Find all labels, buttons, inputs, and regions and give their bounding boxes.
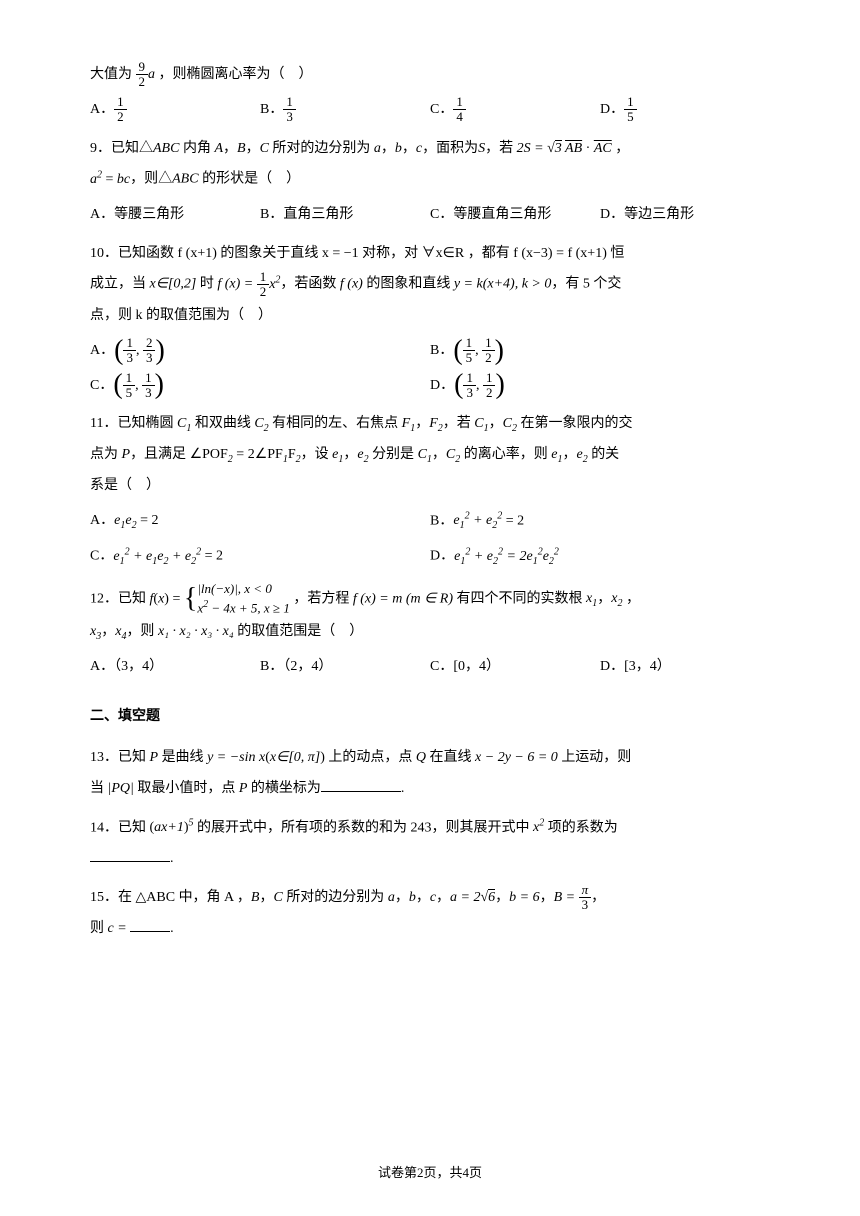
q11-line1: 11．已知椭圆 C1 和双曲线 C2 有相同的左、右焦点 F1，F2，若 C1，… xyxy=(90,409,770,440)
q10-opt-c: C．(15, 13) xyxy=(90,371,430,402)
q12-line1: 12．已知 f(x) = {|ln(−x)|, x < 0x2 − 4x + 5… xyxy=(90,581,770,617)
q12-options: A．（3，4） B．（2，4） C．[0，4） D．[3，4） xyxy=(90,652,770,683)
question-14: 14．已知 (ax+1)5 的展开式中，所有项的系数的和为 243，则其展开式中… xyxy=(90,813,770,875)
q9-opt-c: C．等腰直角三角形 xyxy=(430,200,600,231)
q11-line2: 点为 P，且满足 ∠POF2 = 2∠PF1F2，设 e1，e2 分别是 C1，… xyxy=(90,440,770,471)
q14-line1: 14．已知 (ax+1)5 的展开式中，所有项的系数的和为 243，则其展开式中… xyxy=(90,813,770,844)
q8-opt-c: C．14 xyxy=(430,95,600,126)
q12-opt-a: A．（3，4） xyxy=(90,652,260,683)
question-15: 15．在 △ABC 中，角 A ，B，C 所对的边分别为 a，b，c，a = 2… xyxy=(90,883,770,945)
q9-opt-a: A．等腰三角形 xyxy=(90,200,260,231)
q8-opt-b: B．13 xyxy=(260,95,430,126)
q11-opt-a: A．e1e2 = 2 xyxy=(90,506,430,537)
question-10: 10．已知函数 f (x+1) 的图象关于直线 x = −1 对称，对 ∀x∈R… xyxy=(90,239,770,402)
q9-options: A．等腰三角形 B．直角三角形 C．等腰直角三角形 D．等边三角形 xyxy=(90,200,770,231)
q11-options-row1: A．e1e2 = 2 B．e12 + e22 = 2 xyxy=(90,506,770,537)
q11-opt-b: B．e12 + e22 = 2 xyxy=(430,506,770,537)
q12-opt-c: C．[0，4） xyxy=(430,652,600,683)
q13-line1: 13．已知 P 是曲线 y = −sin x(x∈[0, π]) 上的动点，点 … xyxy=(90,743,770,774)
question-12: 12．已知 f(x) = {|ln(−x)|, x < 0x2 − 4x + 5… xyxy=(90,581,770,683)
page-footer: 试卷第2页，共4页 xyxy=(0,1159,860,1188)
q10-line3: 点，则 k 的取值范围为（ ） xyxy=(90,301,770,332)
q11-opt-c: C．e12 + e1e2 + e22 = 2 xyxy=(90,541,430,572)
section-2-header: 二、填空题 xyxy=(90,702,770,733)
question-9: 9．已知△ABC 内角 A，B，C 所对的边分别为 a，b，c，面积为S，若 2… xyxy=(90,134,770,231)
q13-blank xyxy=(321,778,401,792)
q10-opt-b: B．(15, 12) xyxy=(430,336,770,367)
q10-options-row1: A．(13, 23) B．(15, 12) xyxy=(90,336,770,367)
q10-options-row2: C．(15, 13) D．(13, 12) xyxy=(90,371,770,402)
q12-opt-b: B．（2，4） xyxy=(260,652,430,683)
q8-stem: 大值为 92a ，则椭圆离心率为（ ） xyxy=(90,60,770,91)
q11-line3: 系是（ ） xyxy=(90,471,770,502)
q8-opt-d: D．15 xyxy=(600,95,770,126)
q9-opt-d: D．等边三角形 xyxy=(600,200,770,231)
q10-opt-a: A．(13, 23) xyxy=(90,336,430,367)
q9-line2: a2 = bc，则△ABC 的形状是（ ） xyxy=(90,164,770,195)
q12-opt-d: D．[3，4） xyxy=(600,652,770,683)
q9-opt-b: B．直角三角形 xyxy=(260,200,430,231)
q10-line1: 10．已知函数 f (x+1) 的图象关于直线 x = −1 对称，对 ∀x∈R… xyxy=(90,239,770,270)
q11-opt-d: D．e12 + e22 = 2e12e22 xyxy=(430,541,770,572)
q14-blank xyxy=(90,848,170,862)
question-8-continued: 大值为 92a ，则椭圆离心率为（ ） A．12 B．13 C．14 D．15 xyxy=(90,60,770,126)
frac-9-2: 92 xyxy=(136,60,149,90)
q10-line2: 成立，当 x∈[0,2] 时 f (x) = 12x2，若函数 f (x) 的图… xyxy=(90,269,770,300)
q13-line2: 当 |PQ| 取最小值时，点 P 的横坐标为. xyxy=(90,774,770,805)
q12-line2: x3，x4，则 x₁ · x₂ · x₃ · x₄ 的取值范围是（ ） xyxy=(90,617,770,648)
q15-line2: 则 c = . xyxy=(90,914,770,945)
question-13: 13．已知 P 是曲线 y = −sin x(x∈[0, π]) 上的动点，点 … xyxy=(90,743,770,805)
q14-line2: . xyxy=(90,844,770,875)
q9-line1: 9．已知△ABC 内角 A，B，C 所对的边分别为 a，b，c，面积为S，若 2… xyxy=(90,134,770,165)
q8-opt-a: A．12 xyxy=(90,95,260,126)
q11-options-row2: C．e12 + e1e2 + e22 = 2 D．e12 + e22 = 2e1… xyxy=(90,541,770,572)
question-11: 11．已知椭圆 C1 和双曲线 C2 有相同的左、右焦点 F1，F2，若 C1，… xyxy=(90,409,770,572)
q10-opt-d: D．(13, 12) xyxy=(430,371,770,402)
q8-options: A．12 B．13 C．14 D．15 xyxy=(90,95,770,126)
q15-blank xyxy=(130,918,170,932)
q15-line1: 15．在 △ABC 中，角 A ，B，C 所对的边分别为 a，b，c，a = 2… xyxy=(90,883,770,914)
